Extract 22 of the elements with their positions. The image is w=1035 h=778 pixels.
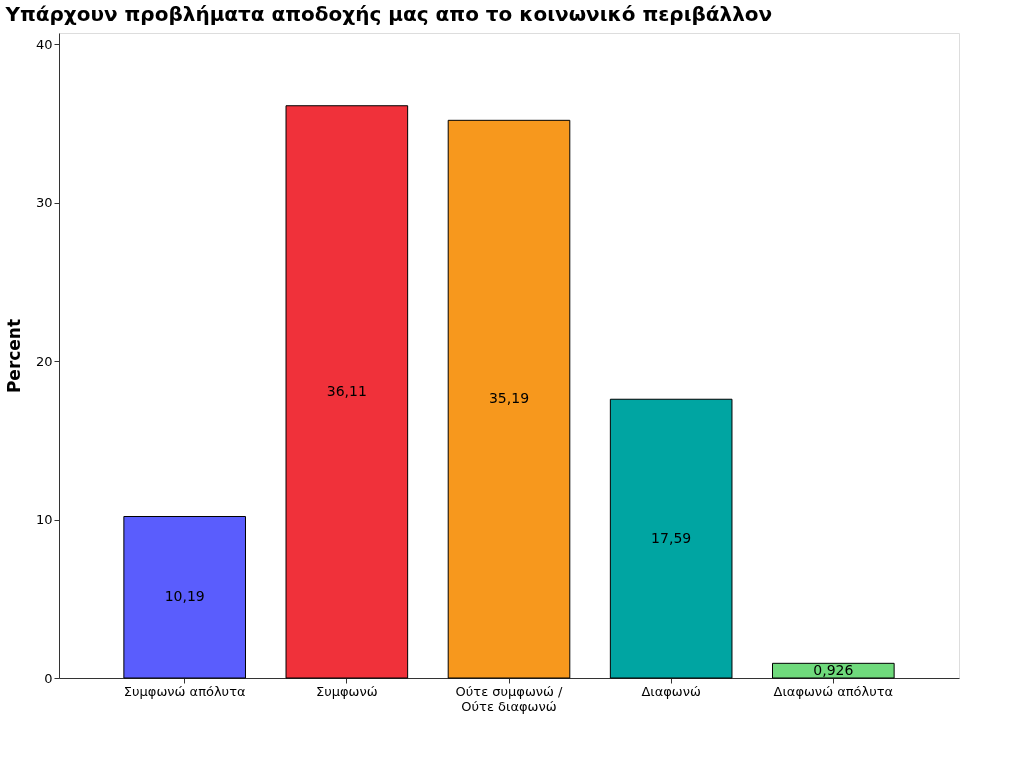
x-tick-label: Συμφωνώ [316,683,378,699]
data-label: 36,11 [326,382,367,399]
x-tick-label: Ούτε συμφωνώ / Ούτε διαφωνώ [455,683,564,714]
data-label: 10,19 [164,588,205,605]
y-axis-title: Percent [3,318,24,394]
data-label: 35,19 [488,390,530,407]
bar [123,516,246,679]
x-tick-label: Διαφωνώ [641,683,701,699]
bar [609,398,733,679]
data-label: 17,59 [651,529,692,546]
x-tick-label: Συμφωνώ απόλυτα [123,683,246,699]
bar [772,662,895,679]
y-tick-label: 0 [44,670,53,686]
y-tick-label: 40 [35,36,53,52]
y-tick-label: 20 [35,353,53,369]
y-tick-label: 30 [35,195,53,211]
bar [447,119,571,679]
data-label: 0,926 [813,661,854,678]
bar [285,105,409,679]
chart-title: Υπάρχουν προβλήματα αποδοχής μας απο το κοινωνικό περιβάλλον [4,2,773,26]
y-tick-label: 10 [35,512,53,528]
x-tick-label: Διαφωνώ απόλυτα [773,683,894,699]
